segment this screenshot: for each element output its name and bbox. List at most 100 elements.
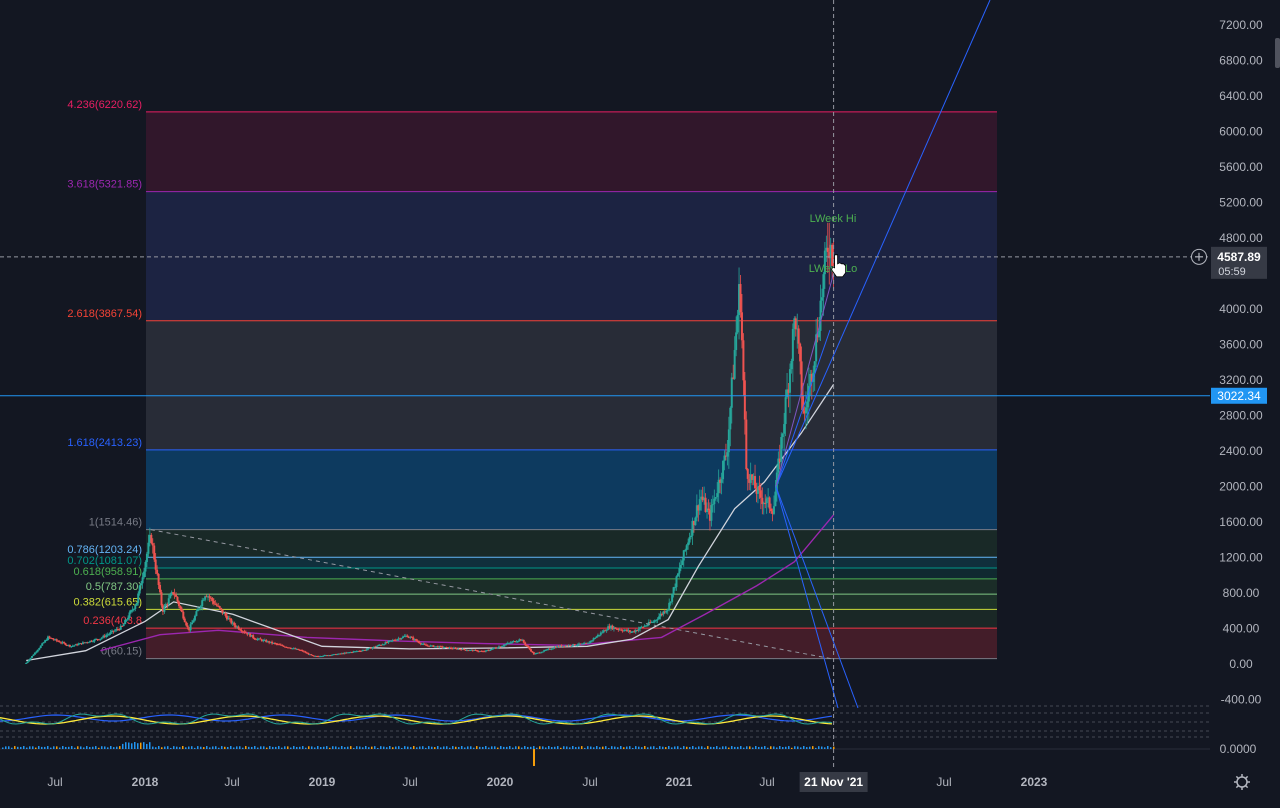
volume-bar <box>830 747 832 749</box>
candle-body <box>589 640 592 643</box>
candle-body <box>208 596 211 598</box>
gear-icon[interactable] <box>1234 774 1250 790</box>
candle-body <box>362 649 365 651</box>
candle-body <box>154 559 157 570</box>
candle-body <box>39 645 42 649</box>
fan-trend-line <box>775 486 859 709</box>
candle-body <box>189 624 192 631</box>
candle-body <box>818 330 821 338</box>
volume-bar <box>161 747 163 749</box>
candle-body <box>768 497 771 509</box>
volume-bar <box>623 747 625 749</box>
candle-body <box>257 638 260 640</box>
volume-bar <box>587 746 589 749</box>
volume-bar <box>14 746 16 749</box>
add-alert-plus-icon[interactable] <box>1191 248 1207 265</box>
price-axis[interactable]: 7200.00 6800.00 6400.00 6000.00 5600.00 5200.… <box>1219 18 1280 756</box>
candle-body <box>159 585 162 593</box>
volume-bar <box>773 746 775 749</box>
candle-body <box>551 648 554 650</box>
fib-zone <box>146 568 997 579</box>
candle-body <box>166 604 169 606</box>
volume-bar <box>110 746 112 749</box>
candle-body <box>407 637 410 639</box>
candle-body <box>828 251 831 259</box>
candle-body <box>294 648 297 650</box>
candle-body <box>211 598 214 601</box>
candle-body <box>640 626 643 628</box>
candle-body <box>49 637 52 639</box>
y-tick-label: 800.00 <box>1223 586 1260 600</box>
candle-body <box>540 652 543 654</box>
volume-bar <box>185 747 187 749</box>
candle-body <box>361 650 364 652</box>
candle-body <box>471 649 474 651</box>
candle-body <box>511 641 514 643</box>
candle-body <box>720 479 723 483</box>
volume-bar <box>713 746 715 749</box>
candle-body <box>675 576 678 588</box>
candle-body <box>703 497 706 501</box>
gear-icon-ring <box>1236 776 1248 788</box>
candle-body <box>756 486 759 494</box>
fib-zone <box>146 557 997 569</box>
y-tick-label: 4000.00 <box>1219 302 1263 316</box>
candle-body <box>259 638 262 640</box>
candle-body <box>106 634 109 636</box>
volume-bar <box>584 747 586 749</box>
candle-body <box>548 648 551 650</box>
volume-bar <box>23 746 25 749</box>
candle-body <box>578 643 581 645</box>
volume-bar <box>299 746 301 749</box>
volume-bar <box>347 746 349 749</box>
candle-body <box>137 593 140 603</box>
candle-body <box>118 629 121 631</box>
candle-body <box>349 652 352 654</box>
candle-body <box>301 650 304 652</box>
volume-bar <box>491 746 493 749</box>
candle-body <box>323 655 326 657</box>
volume-bar <box>257 747 259 749</box>
candle-body <box>345 652 348 654</box>
volume-bar <box>236 746 238 749</box>
candle-body <box>77 643 80 646</box>
candle-body <box>439 646 442 648</box>
candle-body <box>436 646 439 648</box>
volume-bar <box>29 746 31 749</box>
candle-body <box>143 571 146 578</box>
volume-bar <box>392 747 394 749</box>
candle-body <box>378 644 381 646</box>
candle-body <box>319 656 322 658</box>
volume-bar <box>107 747 109 749</box>
candle-body <box>250 635 253 637</box>
volume-bar <box>659 746 661 749</box>
volume-bar <box>401 747 403 749</box>
candle-body <box>144 562 147 572</box>
candle-body <box>553 647 556 649</box>
candle-body <box>359 651 362 653</box>
candle-body <box>381 644 384 646</box>
candle-body <box>608 626 611 629</box>
volume-bar <box>404 746 406 749</box>
candle-body <box>269 641 272 643</box>
candle-body <box>716 493 719 498</box>
volume-bar <box>728 747 730 749</box>
volume-bar <box>521 747 523 749</box>
volume-bar <box>482 746 484 749</box>
candle-body <box>611 625 614 630</box>
dashed-trend-line <box>150 529 831 660</box>
volume-bar <box>545 747 547 749</box>
candle-body <box>612 627 615 630</box>
volume-bar <box>155 747 157 749</box>
candle-body <box>292 648 295 650</box>
candle-body <box>745 419 748 470</box>
candle-body <box>586 642 589 644</box>
volume-bar <box>311 746 313 749</box>
candle-body <box>570 645 573 647</box>
time-axis[interactable]: Jul 2018 Jul 2019 Jul 2020 Jul 2021 Jul Jul 2023 <box>47 774 1250 790</box>
candle-body <box>329 655 332 657</box>
candle-body <box>682 550 685 561</box>
